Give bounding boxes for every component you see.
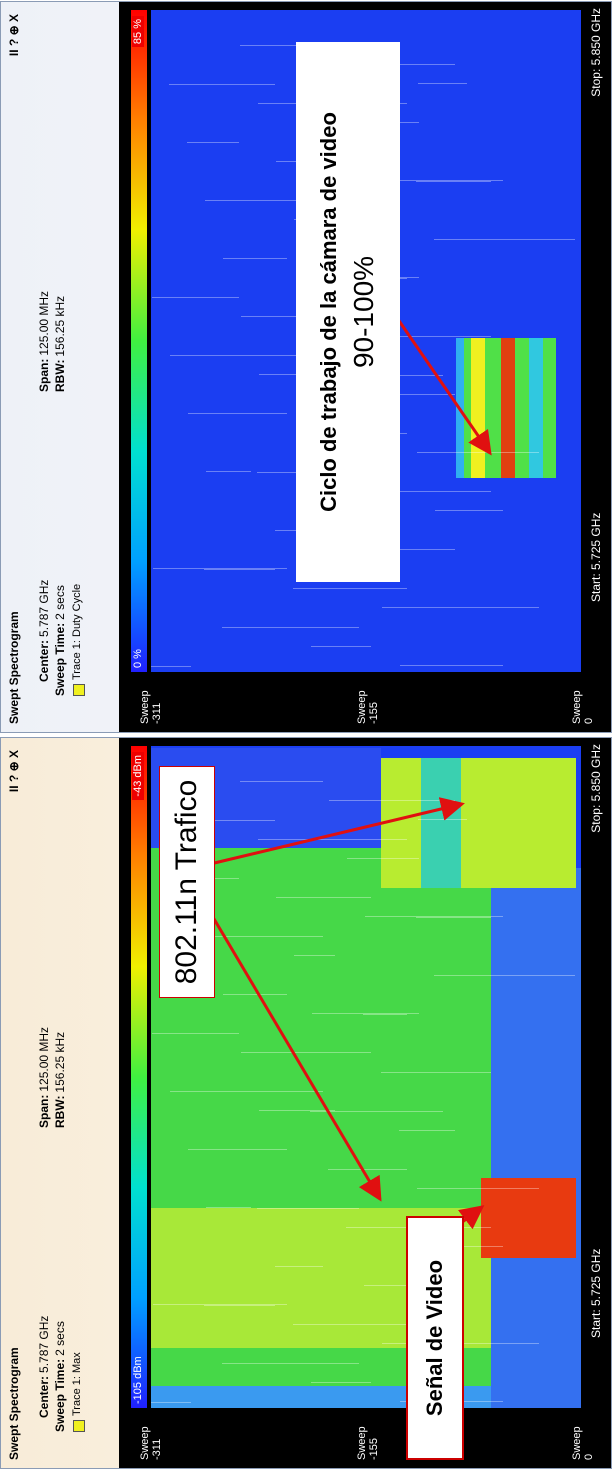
rotated-screen: Swept SpectrogramII ? ⊕ XCenter:5.787 GH…: [0, 0, 612, 1469]
arrow: [395, 315, 490, 453]
annotation-text: Ciclo de trabajo de la cámara de video: [316, 112, 342, 512]
annotation-box: 802.11n Trafico: [159, 766, 215, 998]
annotation-text: 802.11n Trafico: [170, 780, 204, 985]
annotation-box: Señal de Video: [406, 1216, 464, 1460]
annotation-text: Señal de Video: [422, 1260, 448, 1416]
annotation-text: 90-100%: [348, 256, 380, 368]
arrow: [185, 804, 462, 870]
